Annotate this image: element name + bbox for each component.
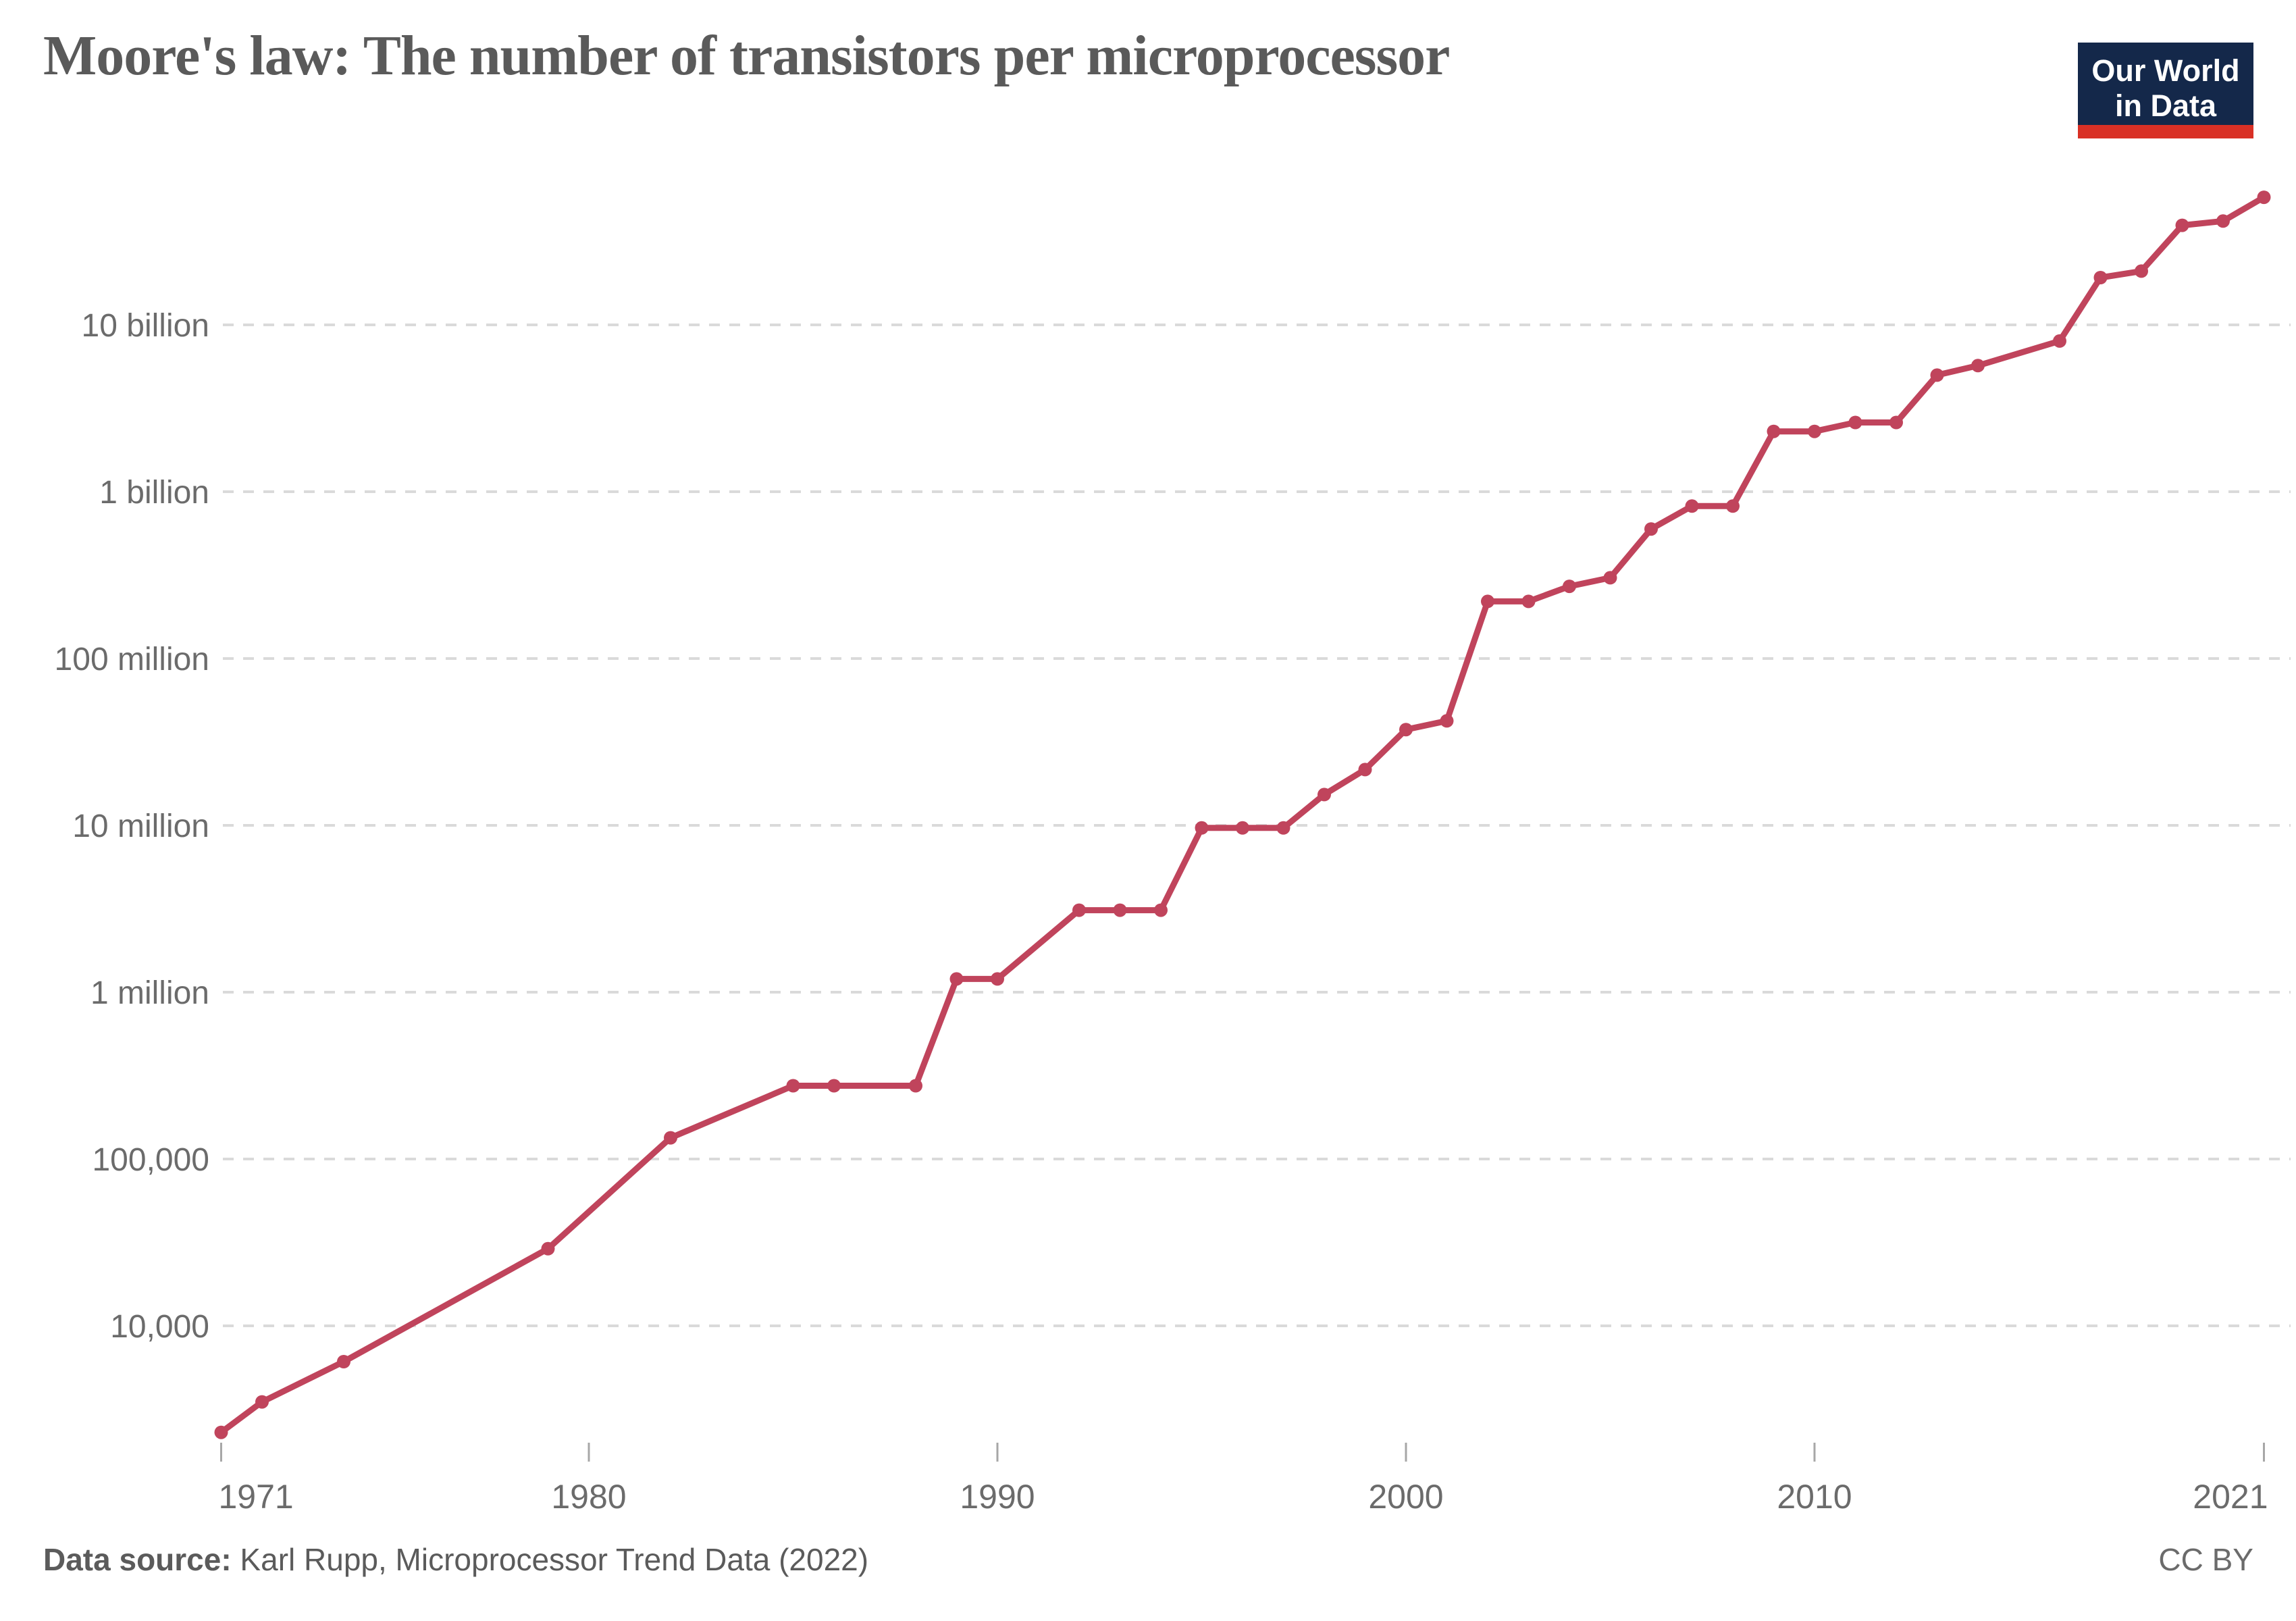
data-point[interactable] (1808, 424, 1821, 438)
y-axis-label: 10 billion (82, 308, 209, 344)
data-point[interactable] (1889, 415, 1903, 430)
owid-logo[interactable]: Our World in Data (2078, 43, 2253, 138)
data-point[interactable] (2175, 218, 2189, 232)
x-axis-label: 1980 (551, 1478, 626, 1516)
data-point[interactable] (949, 972, 964, 986)
data-point[interactable] (1521, 594, 1536, 609)
data-point[interactable] (1685, 499, 1699, 513)
data-point[interactable] (2053, 334, 2066, 348)
data-point[interactable] (1154, 903, 1168, 917)
y-axis-label: 1 billion (99, 475, 209, 511)
data-point[interactable] (2216, 214, 2230, 228)
x-axis-label: 1990 (960, 1478, 1035, 1516)
data-point[interactable] (664, 1131, 677, 1145)
data-point[interactable] (827, 1079, 841, 1093)
data-source-text: Karl Rupp, Microprocessor Trend Data (20… (231, 1542, 869, 1577)
y-axis-label: 100,000 (92, 1142, 209, 1178)
data-point[interactable] (1072, 903, 1086, 917)
data-point[interactable] (214, 1425, 228, 1439)
data-point[interactable] (1113, 903, 1127, 917)
data-point[interactable] (1644, 522, 1658, 536)
data-point[interactable] (1358, 763, 1372, 777)
data-point[interactable] (1399, 723, 1413, 737)
y-axis-label: 1 million (90, 975, 209, 1011)
data-point[interactable] (1767, 424, 1781, 438)
data-point[interactable] (1971, 359, 1985, 373)
y-axis-label: 10 million (72, 808, 209, 844)
data-point[interactable] (1195, 821, 1209, 835)
data-source-label: Data source: (43, 1542, 232, 1577)
owid-logo-line1: Our World (2091, 53, 2240, 88)
data-point[interactable] (337, 1355, 350, 1368)
data-point[interactable] (909, 1079, 922, 1093)
data-point[interactable] (1726, 499, 1740, 513)
x-axis-label: 2010 (1777, 1478, 1852, 1516)
data-point[interactable] (1481, 594, 1494, 609)
data-point[interactable] (2093, 271, 2108, 284)
footer: Data source: Karl Rupp, Microprocessor T… (43, 1541, 2253, 1578)
data-point[interactable] (1603, 571, 1617, 585)
data-point[interactable] (1276, 821, 1290, 835)
data-point[interactable] (1848, 415, 1862, 430)
y-axis-label: 100 million (55, 642, 209, 677)
data-point[interactable] (1317, 788, 1331, 802)
license-badge[interactable]: CC BY (2158, 1542, 2253, 1577)
data-point[interactable] (1930, 368, 1944, 382)
data-point[interactable] (786, 1079, 800, 1093)
data-point[interactable] (2135, 264, 2148, 278)
x-axis-label: 2021 (2193, 1478, 2268, 1516)
data-point[interactable] (541, 1241, 555, 1256)
data-point[interactable] (1563, 580, 1576, 594)
page-title: Moore's law: The number of transistors p… (43, 24, 1450, 87)
x-axis-label: 2000 (1368, 1478, 1443, 1516)
data-point[interactable] (991, 972, 1004, 986)
data-point[interactable] (255, 1395, 269, 1409)
trend-line (218, 194, 2267, 1436)
y-axis-label: 10,000 (110, 1309, 209, 1345)
owid-logo-line2: in Data (2114, 88, 2217, 123)
data-point[interactable] (2257, 190, 2271, 205)
x-axis-label: 1971 (219, 1478, 294, 1516)
data-point[interactable] (1236, 821, 1249, 835)
data-point[interactable] (1440, 714, 1454, 728)
